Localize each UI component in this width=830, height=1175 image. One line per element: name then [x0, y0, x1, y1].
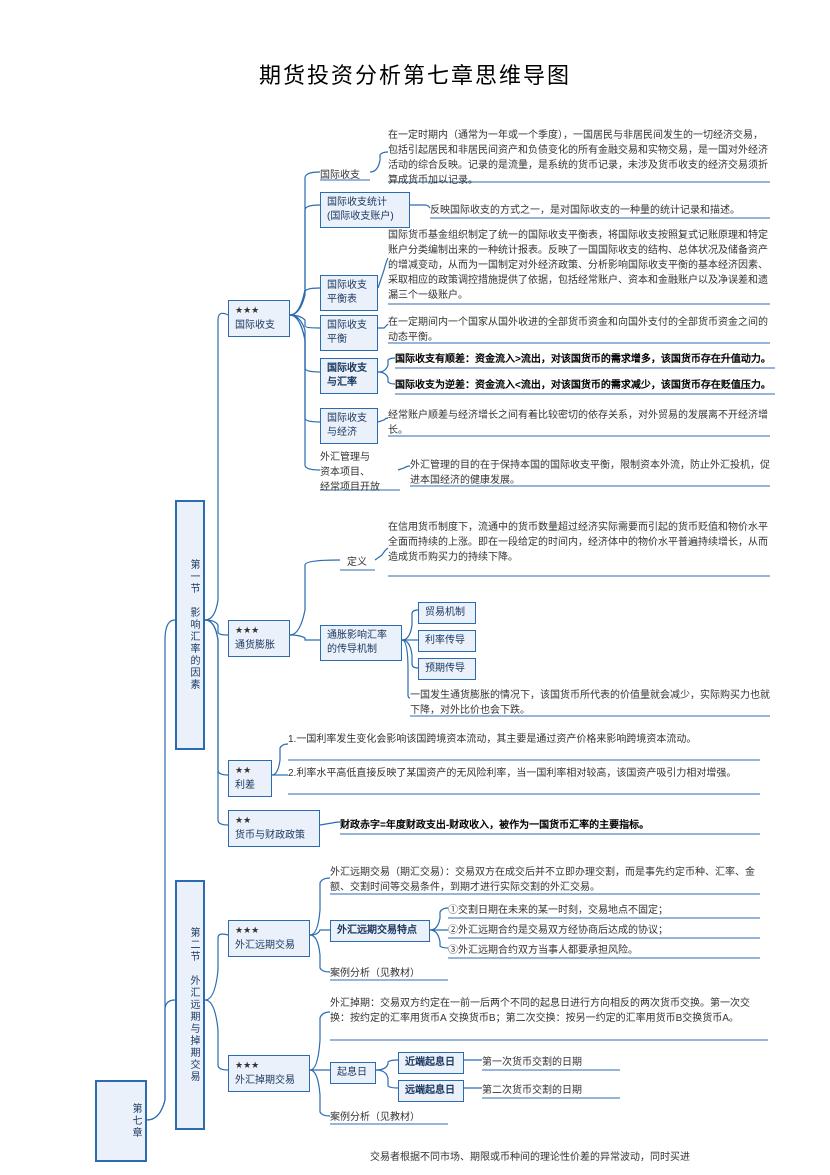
node-sec1: 第一节 影响汇率的因素	[175, 500, 205, 750]
leaf-l_yq2: ②外汇远期合约是交易双方经协商后达成的协议；	[448, 923, 768, 938]
leaf-l_dy_lbl: 定义	[347, 555, 377, 570]
node-n_sub_yjj: 国际收支与经济	[320, 408, 378, 444]
leaf-l_gjsz_top: 在一定时期内（通常为一年或一个季度），一国居民与非居民间发生的一切经济交易，包括…	[388, 128, 768, 188]
leaf-l_yq_al: 案例分析（见教材）	[330, 966, 450, 981]
node-chapter: 第七章	[95, 1080, 147, 1162]
node-n_qsr: 起息日	[330, 1062, 376, 1084]
node-n_whdqjy: ★★★外汇掉期交易	[228, 1055, 310, 1092]
leaf-l_czc: 财政赤字=年度财政支出-财政收入，被作为一国货币汇率的主要指标。	[340, 818, 760, 833]
node-n_sub_ph: 国际收支平衡	[320, 315, 378, 351]
node-n_gjsz: ★★★国际收支	[228, 300, 290, 337]
node-n_whyqjy: ★★★外汇远期交易	[228, 920, 310, 957]
leaf-l_whgl_lbl: 外汇管理与资本项目、经常项目开放	[320, 450, 398, 495]
node-n_ydqr: 远端起息日	[398, 1080, 464, 1102]
node-sec2: 第二节 外汇远期与掉期交易	[175, 880, 205, 1130]
leaf-l_yq_def: 外汇远期交易（期汇交易）：交易双方在成交后并不立即办理交割，而是事先约定币种、汇…	[330, 865, 760, 895]
leaf-l_th_def: 在信用货币制度下，流通中的货币数量超过经济实际需要而引起的货币贬值和物价水平全面…	[388, 520, 770, 565]
node-n_hbczc: ★★货币与财政政策	[228, 810, 320, 847]
node-n_thyxhl: 通胀影响汇率的传导机制	[320, 625, 402, 661]
node-n_sub_gjsztj: 国际收支统计(国际收支账户)	[320, 192, 410, 228]
node-n_thpz: ★★★通货膨胀	[228, 620, 290, 657]
leaf-l_bottom: 交易者根据不同市场、期限或币种间的理论性价差的异常波动，同时买进	[370, 1150, 770, 1165]
leaf-l_gjsz_lbl: 国际收支	[320, 168, 380, 183]
leaf-l_yjj: 经常账户顺差与经济增长之间有着比较密切的依存关系，对外贸易的发展离不开经济增长。	[388, 408, 768, 438]
leaf-l_dq_y: 第二次货币交割的日期	[482, 1083, 622, 1098]
leaf-l_th_jg: 一国发生通货膨胀的情况下，该国货币所代表的价值量就会减少，实际购买力也就下降，对…	[410, 688, 770, 718]
leaf-l_dq_j: 第一次货币交割的日期	[482, 1055, 622, 1070]
node-n_yqcd: 预期传导	[418, 658, 476, 680]
leaf-l_yq3: ③外汇远期合约双方当事人都要承担风险。	[448, 943, 768, 958]
leaf-l_yhl2: 国际收支为逆差：资金流入<流出，对该国货币的需求减少，该国货币存在贬值压力。	[395, 378, 775, 393]
node-n_llcd: 利率传导	[418, 630, 476, 652]
node-n_lc: ★★利差	[228, 760, 272, 797]
leaf-l_lc1: 1.一国利率发生变化会影响该国跨境资本流动，其主要是通过资产价格来影响跨境资本流…	[288, 732, 758, 747]
leaf-l_dq_def: 外汇掉期：交易双方约定在一前一后两个不同的起息日进行方向相反的两次货币交换。第一…	[330, 996, 768, 1026]
leaf-l_yq1: ①交割日期在未来的某一时刻，交易地点不固定；	[448, 903, 768, 918]
node-n_sub_phb: 国际收支平衡表	[320, 275, 378, 311]
node-n_yqtd: 外汇远期交易特点	[330, 920, 430, 942]
leaf-l_whgl: 外汇管理的目的在于保持本国的国际收支平衡，限制资本外流，防止外汇投机，促进本国经…	[410, 458, 770, 488]
leaf-l_gjsztj: 反映国际收支的方式之一，是对国际收支的一种量的统计记录和描述。	[430, 203, 770, 218]
leaf-l_phb: 国际货币基金组织制定了统一的国际收支平衡表，将国际收支按照复式记账原理和特定账户…	[388, 228, 770, 303]
leaf-l_lc2: 2.利率水平高低直接反映了某国资产的无风险利率，当一国利率相对较高，该国资产吸引…	[288, 766, 758, 781]
node-n_jdqr: 近端起息日	[398, 1052, 464, 1074]
leaf-l_yhl1: 国际收支有顺差：资金流入>流出，对该国货币的需求增多，该国货币存在升值动力。	[395, 352, 775, 367]
leaf-l_dq_al: 案例分析（见教材）	[330, 1110, 450, 1125]
node-n_sub_yhl: 国际收支与汇率	[320, 358, 378, 394]
leaf-l_ph: 在一定期间内一个国家从国外收进的全部货币资金和向国外支付的全部货币资金之间的动态…	[388, 315, 768, 345]
node-n_mymj: 贸易机制	[418, 602, 476, 624]
page-title: 期货投资分析第七章思维导图	[0, 0, 830, 90]
